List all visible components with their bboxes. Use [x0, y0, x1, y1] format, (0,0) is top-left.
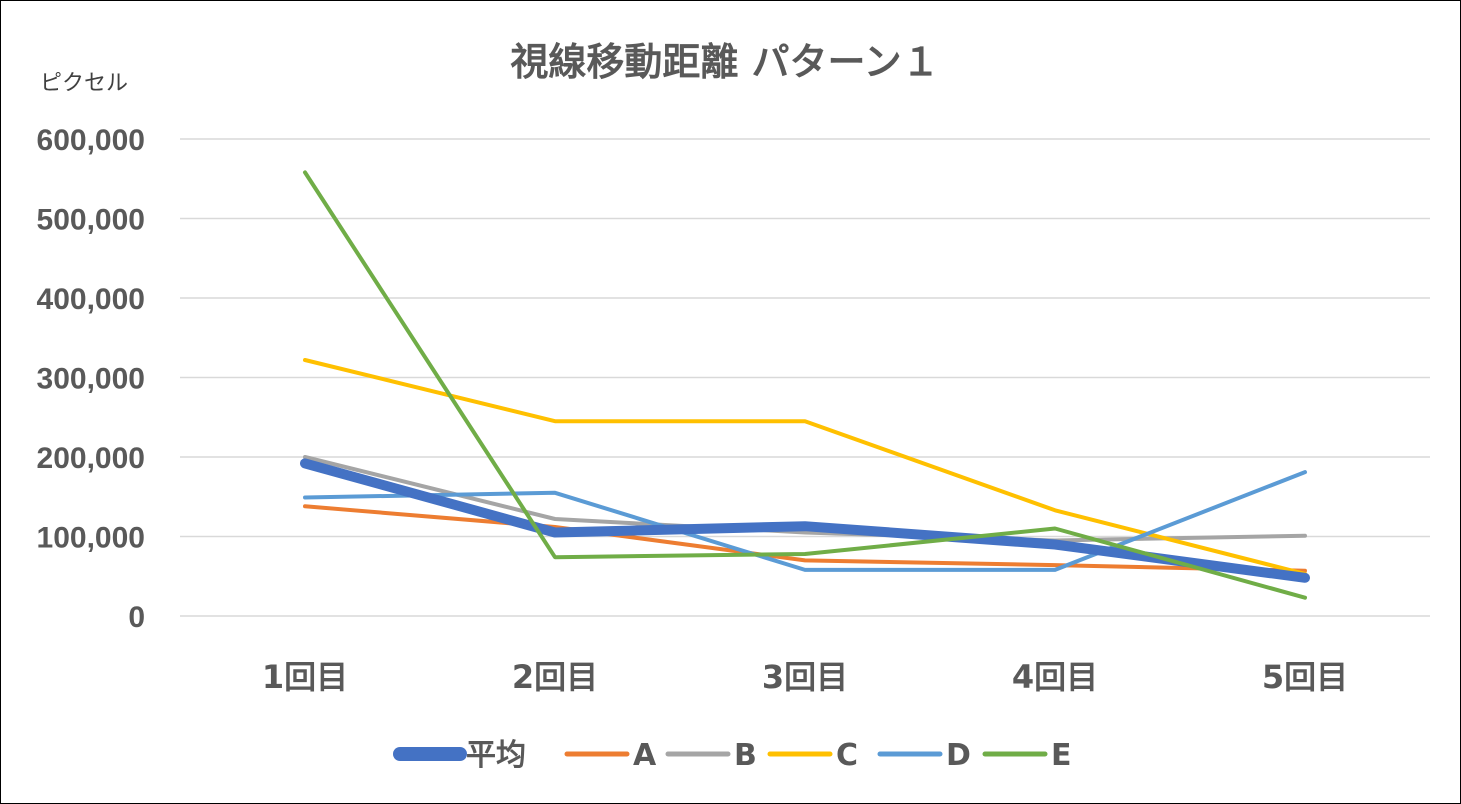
legend-label: B	[734, 738, 757, 773]
series-lines	[300, 170, 1310, 600]
series-line-average	[300, 458, 1310, 583]
y-tick-label: 0	[128, 601, 145, 634]
y-tick-label: 300,000	[37, 363, 145, 396]
legend-label: E	[1051, 738, 1072, 773]
series-line-a	[303, 504, 1307, 573]
legend-label: C	[836, 738, 858, 773]
series-line-e	[303, 170, 1307, 600]
y-tick-label: 600,000	[37, 124, 145, 157]
y-axis-ticks: 0 100,000 200,000 300,000 400,000 500,000 600,…	[37, 124, 145, 634]
y-tick-label: 100,000	[37, 522, 145, 555]
x-tick-label: 2回目	[512, 658, 598, 696]
x-tick-label: 5回目	[1262, 658, 1348, 696]
series-line-d	[303, 470, 1307, 572]
x-tick-label: 1回目	[262, 658, 348, 696]
legend-label: A	[633, 738, 657, 773]
y-axis-label: ピクセル	[40, 71, 128, 96]
x-axis-ticks: 1回目 2回目 3回目 4回目 5回目	[262, 658, 1348, 696]
y-tick-label: 200,000	[37, 442, 145, 475]
x-tick-label: 3回目	[762, 658, 848, 696]
y-tick-label: 400,000	[37, 283, 145, 316]
y-tick-label: 500,000	[37, 204, 145, 237]
x-tick-label: 4回目	[1012, 658, 1098, 696]
legend-label: 平均	[466, 738, 526, 773]
legend-label: D	[946, 738, 971, 773]
gridlines	[180, 138, 1430, 617]
series-line-c	[303, 358, 1307, 576]
legend: 平均 A B C D E	[393, 738, 1072, 773]
chart-title: 視線移動距離 パターン１	[510, 40, 939, 84]
